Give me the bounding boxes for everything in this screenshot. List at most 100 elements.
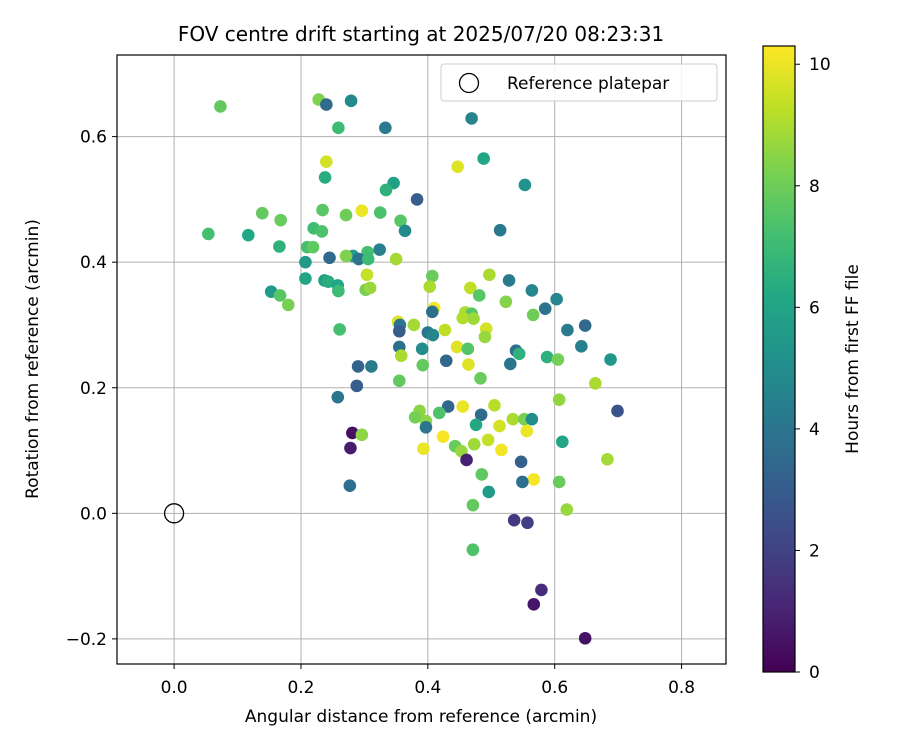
data-point (321, 275, 335, 288)
data-point (316, 203, 329, 217)
data-point (379, 183, 393, 197)
data-point (495, 443, 508, 457)
x-tick-label: 0.4 (414, 678, 441, 698)
data-point (467, 312, 480, 325)
data-point (504, 357, 517, 371)
colorbar-ticks: 0 2 4 6 8 10 (795, 55, 831, 683)
data-point (439, 354, 453, 368)
data-point (561, 323, 574, 337)
data-point (323, 251, 336, 265)
data-point (373, 206, 387, 219)
data-point (472, 289, 486, 302)
data-point (525, 284, 539, 297)
data-point (526, 308, 540, 322)
data-point (423, 280, 437, 293)
data-point (318, 171, 332, 184)
data-point (520, 424, 534, 438)
x-axis-label: Angular distance from reference (arcmin) (245, 707, 597, 727)
data-point (474, 372, 487, 385)
data-point (273, 240, 286, 253)
data-point (516, 475, 529, 489)
data-point (346, 426, 359, 440)
data-point (320, 155, 333, 169)
data-point (451, 160, 464, 174)
data-point (551, 353, 565, 366)
data-point (478, 330, 492, 344)
data-point (518, 178, 532, 192)
data-point (398, 224, 412, 238)
data-point (344, 94, 358, 108)
data-point (466, 543, 480, 557)
data-point (575, 340, 588, 353)
x-tick-label: 0.2 (287, 678, 314, 698)
data-point (502, 274, 516, 287)
legend-label: Reference platepar (507, 74, 669, 94)
colorbar-tick-label: 10 (809, 55, 831, 75)
data-point (493, 419, 506, 433)
data-point (392, 374, 406, 388)
data-point (339, 249, 353, 263)
y-ticks: −0.2 0.0 0.2 0.4 0.6 (66, 128, 117, 650)
data-point (363, 281, 377, 295)
data-point (299, 255, 312, 269)
scatter-points (202, 93, 624, 645)
data-point (604, 353, 617, 366)
data-point (202, 227, 215, 241)
data-point (477, 152, 490, 165)
data-point (355, 428, 369, 442)
data-point (514, 455, 528, 469)
data-point (552, 475, 566, 489)
data-point (436, 430, 450, 444)
y-axis-label: Rotation from reference (arcmin) (23, 219, 43, 499)
data-point (462, 358, 475, 371)
data-point (540, 350, 554, 364)
data-point (425, 269, 439, 283)
data-point (461, 342, 475, 356)
data-point (255, 206, 269, 220)
data-point (482, 485, 496, 499)
data-point (394, 214, 407, 228)
data-point (601, 453, 614, 466)
colorbar-tick-label: 0 (809, 663, 820, 683)
data-point (343, 479, 357, 492)
data-point (274, 213, 287, 227)
data-point (460, 453, 473, 467)
data-point (416, 358, 430, 372)
data-point (350, 379, 364, 393)
data-point (481, 433, 495, 447)
data-point (525, 412, 539, 426)
data-point (560, 503, 574, 516)
reference-marker-group (163, 503, 185, 524)
data-point (425, 305, 439, 319)
data-point (550, 292, 563, 306)
data-point (432, 406, 446, 420)
data-point (466, 498, 480, 512)
data-point (365, 360, 378, 373)
plot-frame (116, 54, 727, 665)
colorbar-tick-label: 4 (809, 420, 820, 440)
data-point (320, 98, 333, 111)
data-point (407, 318, 421, 332)
data-point (521, 516, 534, 530)
y-tick-label: 0.6 (80, 128, 107, 148)
colorbar-tick-label: 6 (809, 298, 820, 318)
data-point (281, 298, 295, 312)
y-tick-label: 0.0 (80, 504, 107, 524)
data-point (419, 421, 433, 434)
data-point (214, 100, 227, 113)
data-point (394, 349, 408, 363)
data-point (355, 204, 369, 218)
data-point (351, 360, 365, 373)
colorbar-tick-label: 2 (809, 541, 820, 561)
data-point (475, 468, 489, 481)
data-point (417, 442, 430, 455)
data-point (611, 404, 624, 418)
data-point (474, 408, 488, 422)
legend-box (440, 63, 718, 102)
data-point (456, 400, 470, 413)
x-tick-label: 0.0 (161, 678, 188, 698)
colorbar-label: Hours from first FF file (843, 264, 863, 454)
legend-open-circle-marker (458, 72, 480, 94)
